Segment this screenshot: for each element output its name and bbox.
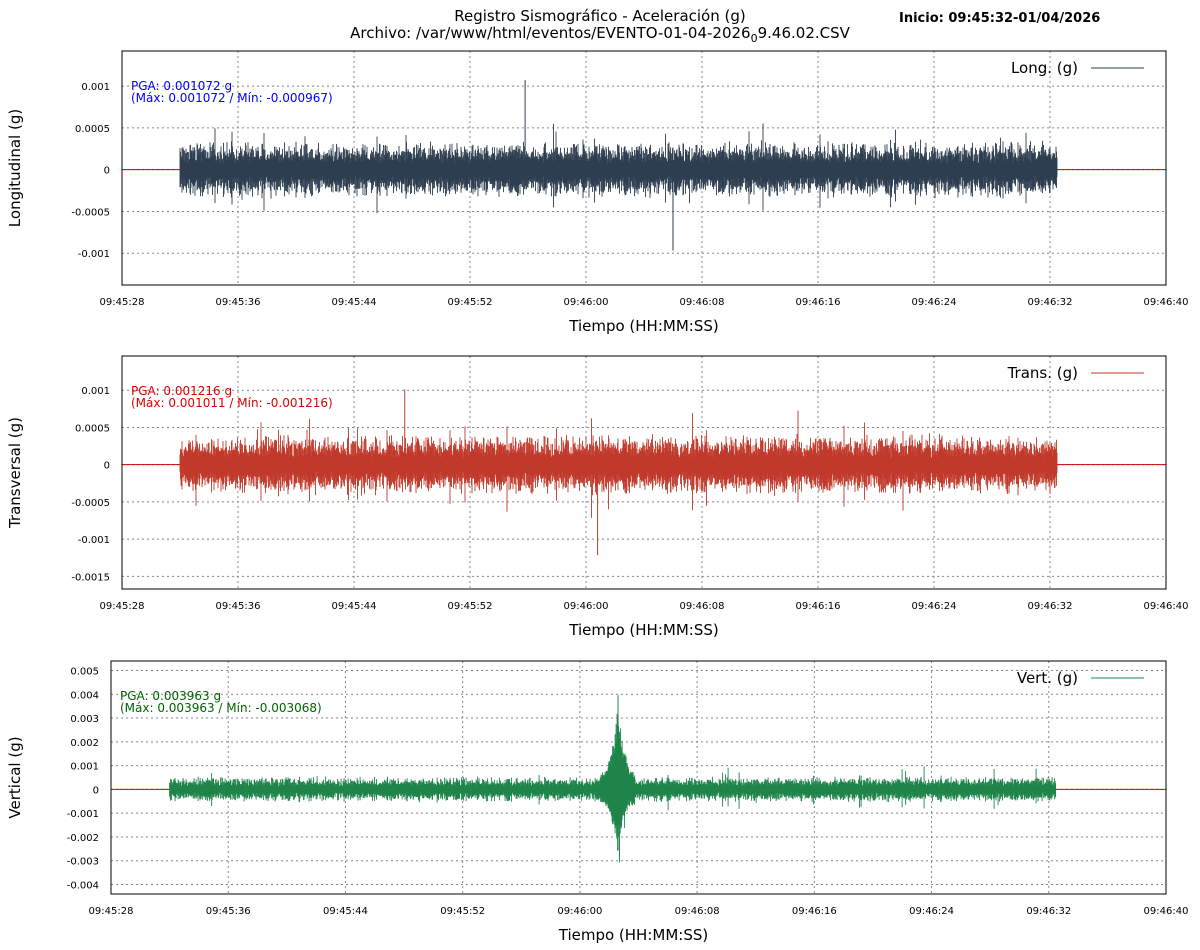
waveform-long <box>179 123 1058 214</box>
y-tick-label: -0.002 <box>67 833 99 844</box>
x-tick-label: 09:46:40 <box>1144 601 1189 612</box>
x-tick-label: 09:46:24 <box>912 297 957 308</box>
minmax-text: (Máx: 0.001072 / Mín: -0.000967) <box>131 91 333 105</box>
y-tick-label: 0.001 <box>81 82 110 93</box>
y-tick-label: 0.004 <box>70 690 99 701</box>
y-tick-label: -0.0005 <box>71 498 110 509</box>
y-tick-label: -0.001 <box>78 249 110 260</box>
x-tick-label: 09:46:32 <box>1028 601 1073 612</box>
y-tick-label: 0.001 <box>81 386 110 397</box>
x-tick-label: 09:46:40 <box>1144 906 1189 917</box>
plot-frame <box>121 50 1167 286</box>
x-tick-label: 09:46:24 <box>909 906 954 917</box>
x-tick-label: 09:46:16 <box>796 601 841 612</box>
y-tick-label: 0.002 <box>70 738 99 749</box>
y-tick-label: -0.003 <box>67 857 99 868</box>
x-tick-label: 09:45:52 <box>448 297 493 308</box>
x-axis-label: Tiempo (HH:MM:SS) <box>568 621 718 639</box>
x-tick-label: 09:46:00 <box>564 297 609 308</box>
y-axis-label: Vertical (g) <box>6 736 24 818</box>
x-tick-label: 09:46:08 <box>680 601 725 612</box>
panel-trans: 09:45:28 09:45:36 09:45:44 09:45:52 09:46:00… <box>6 355 1189 639</box>
legend-label: Trans. (g) <box>1007 364 1078 382</box>
x-tick-label: 09:45:52 <box>440 906 485 917</box>
minmax-text: (Máx: 0.003963 / Mín: -0.003068) <box>120 701 322 715</box>
x-tick-label: 09:46:40 <box>1144 297 1189 308</box>
panel-vert: 09:45:28 09:45:36 09:45:44 09:45:52 09:46:00… <box>6 660 1189 944</box>
x-tick-label: 09:46:24 <box>912 601 957 612</box>
x-axis-label: Tiempo (HH:MM:SS) <box>558 926 708 944</box>
plot-frame <box>110 660 1167 895</box>
legend-label: Vert. (g) <box>1017 669 1078 687</box>
x-tick-label: 09:46:32 <box>1026 906 1071 917</box>
y-tick-label: 0 <box>104 166 110 177</box>
y-tick-label: 0 <box>104 461 110 472</box>
y-tick-label: 0.001 <box>70 762 99 773</box>
file-path-suffix: 9.46.02.CSV <box>757 24 850 42</box>
file-path-prefix: Archivo: /var/www/html/eventos/EVENTO-01… <box>350 24 751 42</box>
y-tick-label: 0 <box>93 785 99 796</box>
x-tick-label: 09:45:52 <box>448 601 493 612</box>
file-path-title: Archivo: /var/www/html/eventos/EVENTO-01… <box>0 24 1200 48</box>
y-tick-label: 0.005 <box>70 667 99 678</box>
x-tick-label: 09:46:00 <box>564 601 609 612</box>
pga-text: PGA: 0.001216 g <box>131 384 232 398</box>
plot-frame <box>121 355 1167 590</box>
minmax-text: (Máx: 0.001011 / Mín: -0.001216) <box>131 396 333 410</box>
legend-label: Long. (g) <box>1011 59 1078 77</box>
y-axis-label: Transversal (g) <box>6 417 24 529</box>
x-tick-label: 09:45:44 <box>332 601 377 612</box>
x-tick-label: 09:46:16 <box>796 297 841 308</box>
y-tick-label: 0.003 <box>70 714 99 725</box>
y-tick-label: -0.001 <box>67 809 99 820</box>
chart-title: Registro Sismográfico - Aceleración (g) <box>454 7 746 25</box>
x-tick-label: 09:45:36 <box>206 906 251 917</box>
x-tick-label: 09:46:00 <box>557 906 602 917</box>
x-tick-label: 09:46:08 <box>680 297 725 308</box>
x-tick-label: 09:46:08 <box>675 906 720 917</box>
x-tick-label: 09:46:32 <box>1028 297 1073 308</box>
y-tick-label: 0.0005 <box>75 124 110 135</box>
x-tick-label: 09:45:28 <box>89 906 134 917</box>
y-tick-label: -0.0005 <box>71 207 110 218</box>
x-tick-label: 09:45:28 <box>100 297 145 308</box>
y-tick-label: 0.0005 <box>75 423 110 434</box>
file-path-subscript: 0 <box>750 32 758 45</box>
y-tick-label: -0.004 <box>67 880 99 891</box>
start-time-label: Inicio: 09:45:32-01/04/2026 <box>899 11 1101 26</box>
pga-text: PGA: 0.001072 g <box>131 79 232 93</box>
y-tick-label: -0.001 <box>78 535 110 546</box>
x-tick-label: 09:46:16 <box>792 906 837 917</box>
y-tick-label: -0.0015 <box>71 572 110 583</box>
pga-text: PGA: 0.003963 g <box>120 689 221 703</box>
x-axis-label: Tiempo (HH:MM:SS) <box>568 317 718 335</box>
waveform-vert <box>169 713 1057 851</box>
y-axis-label: Longitudinal (g) <box>6 109 24 227</box>
x-tick-label: 09:45:36 <box>216 297 261 308</box>
waveform-trans <box>179 410 1058 518</box>
x-tick-label: 09:45:44 <box>332 297 377 308</box>
x-tick-label: 09:45:44 <box>323 906 368 917</box>
panel-long: 09:45:28 09:45:36 09:45:44 09:45:52 09:46:00… <box>6 50 1189 335</box>
x-tick-label: 09:45:36 <box>216 601 261 612</box>
x-tick-label: 09:45:28 <box>100 601 145 612</box>
